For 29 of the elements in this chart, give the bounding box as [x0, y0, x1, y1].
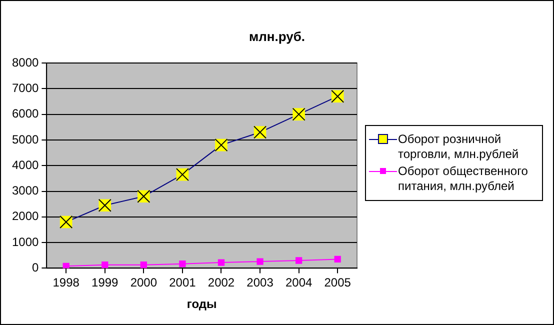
- x-tick-label: 2003: [246, 276, 274, 290]
- point: [218, 259, 225, 266]
- point: [179, 260, 186, 268]
- point: [140, 262, 147, 268]
- point: [62, 262, 70, 268]
- x-tick-label: 2002: [208, 276, 235, 290]
- y-tick-label: 7000: [12, 80, 40, 95]
- x-tick-label: 2000: [130, 276, 158, 290]
- y-tick-label: 6000: [12, 106, 40, 121]
- y-tick-label: 5000: [12, 132, 40, 146]
- x-tick-label: 1998: [52, 276, 80, 290]
- y-tick-label: 1000: [12, 234, 40, 249]
- y-tick-label: 8000: [12, 55, 40, 70]
- y-tick-label: 3000: [12, 184, 40, 198]
- y-tick-label: 0: [32, 260, 40, 275]
- x-tick-label: 1999: [92, 276, 119, 290]
- legend-label: Оборот розничной торговли, млн.рублей: [398, 132, 520, 162]
- x-axis-title: годы: [186, 297, 217, 312]
- point: [334, 256, 341, 263]
- x-tick-label: 2001: [169, 276, 196, 290]
- x-tick-label: 2004: [285, 276, 312, 290]
- point: [102, 262, 108, 268]
- point: [295, 257, 302, 264]
- y-tick-label: 2000: [12, 209, 40, 224]
- y-tick-label: 4000: [12, 158, 40, 172]
- legend-label: Оборот общественного питания, млн.рублей: [398, 164, 529, 194]
- point: [256, 258, 264, 265]
- chart-title: млн.руб.: [248, 29, 306, 44]
- x-tick-label: 2005: [324, 276, 352, 290]
